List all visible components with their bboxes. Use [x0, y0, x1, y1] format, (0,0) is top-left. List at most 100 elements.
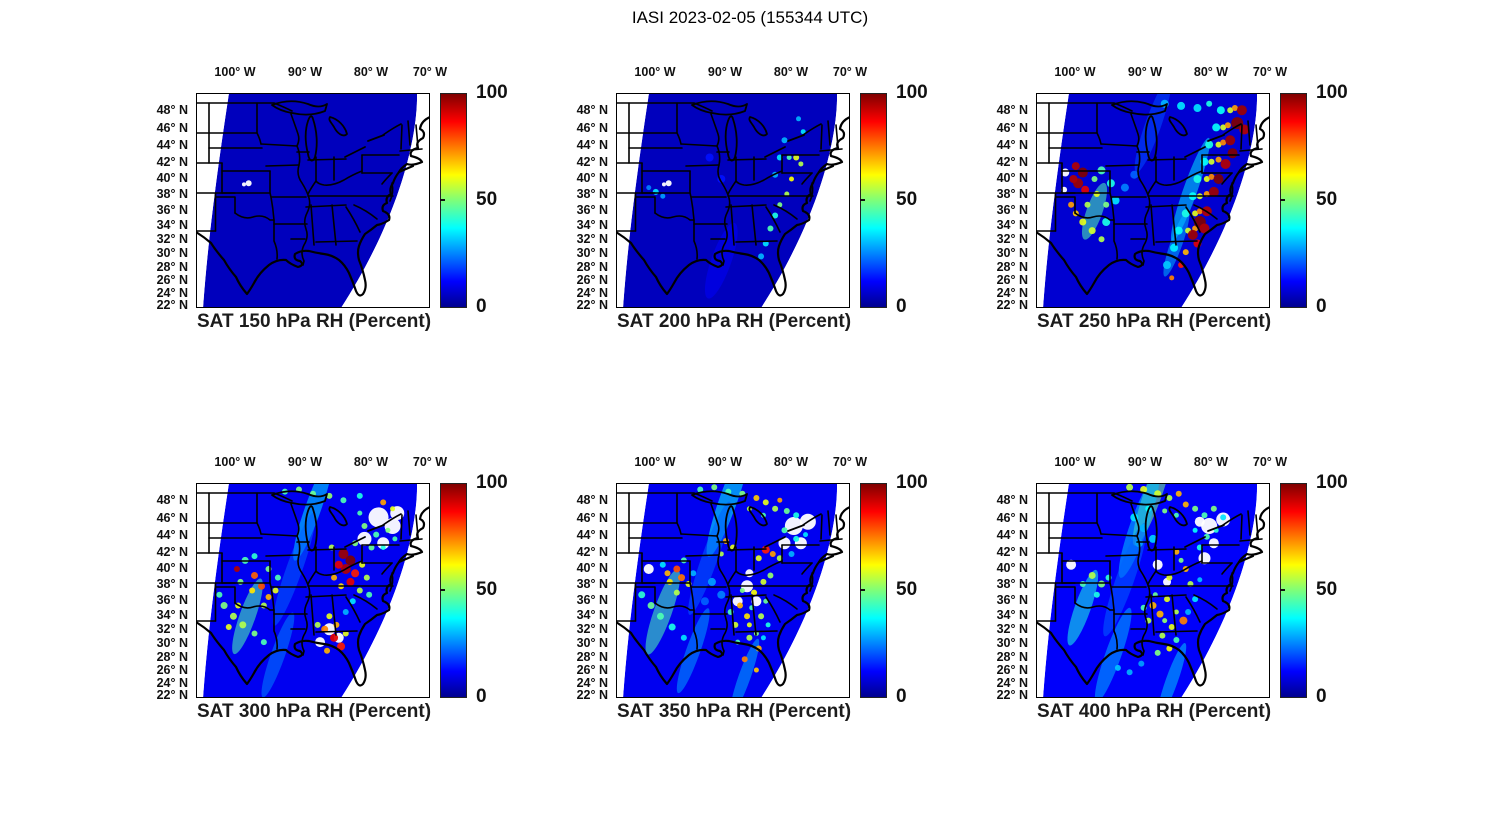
lat-tick-32: 32° N [996, 232, 1028, 246]
lat-tick-24: 24° N [576, 675, 608, 690]
colorbar-label-100: 100 [476, 472, 508, 493]
lat-tick-42: 42° N [996, 544, 1028, 559]
map-350hpa [616, 483, 850, 698]
lat-tick-28: 28° N [996, 649, 1028, 664]
colorbar-tick-50 [1280, 199, 1285, 201]
lon-tick-70: 70° W [412, 455, 448, 469]
lat-tick-44: 44° N [996, 138, 1028, 152]
lat-tick-22: 22° N [156, 298, 188, 312]
lat-tick-28: 28° N [996, 259, 1028, 274]
lat-tick-36: 36° N [996, 592, 1028, 607]
lon-tick-80: 80° W [1193, 455, 1229, 469]
lat-tick-38: 38° N [576, 577, 608, 591]
lat-tick-40: 40° N [996, 561, 1028, 576]
lat-tick-44: 44° N [156, 528, 188, 542]
colorbar-tick-50 [1280, 589, 1285, 591]
lat-tick-36: 36° N [156, 592, 188, 607]
map-150hpa [196, 93, 430, 308]
lat-tick-38: 38° N [576, 187, 608, 201]
colorbar-tick-50 [440, 199, 445, 201]
lon-tick-70: 70° W [832, 65, 868, 79]
colorbar-label-100: 100 [476, 82, 508, 103]
figure-title: IASI 2023-02-05 (155344 UTC) [631, 8, 869, 27]
panel-title-200hpa: SAT 200 hPa RH (Percent) [616, 311, 852, 332]
map-250hpa [1036, 93, 1270, 308]
colorbar-label-0: 0 [896, 296, 907, 317]
lat-tick-48: 48° N [576, 493, 608, 507]
lat-tick-24: 24° N [576, 285, 608, 300]
lat-tick-32: 32° N [156, 232, 188, 246]
lon-tick-100: 100° W [214, 65, 256, 79]
colorbar-label-0: 0 [1316, 296, 1327, 317]
lat-tick-40: 40° N [996, 171, 1028, 186]
lat-tick-42: 42° N [156, 544, 188, 559]
lat-tick-24: 24° N [996, 675, 1028, 690]
lat-tick-34: 34° N [576, 217, 608, 232]
lat-tick-38: 38° N [996, 187, 1028, 201]
lat-tick-48: 48° N [576, 103, 608, 117]
panel-title-400hpa: SAT 400 hPa RH (Percent) [1036, 701, 1272, 722]
lat-tick-30: 30° N [576, 636, 608, 651]
colorbar-label-0: 0 [1316, 686, 1327, 707]
lat-tick-38: 38° N [156, 187, 188, 201]
lat-tick-42: 42° N [576, 154, 608, 169]
lat-tick-30: 30° N [156, 246, 188, 261]
panel-title-250hpa: SAT 250 hPa RH (Percent) [1036, 311, 1272, 332]
lat-tick-42: 42° N [996, 154, 1028, 169]
lon-tick-90: 90° W [1127, 65, 1163, 79]
lon-tick-70: 70° W [1252, 455, 1288, 469]
lat-tick-28: 28° N [156, 259, 188, 274]
panel-title-300hpa: SAT 300 hPa RH (Percent) [196, 701, 432, 722]
lon-tick-100: 100° W [634, 455, 676, 469]
lon-tick-100: 100° W [634, 65, 676, 79]
lat-tick-46: 46° N [996, 510, 1028, 525]
lat-tick-36: 36° N [996, 202, 1028, 217]
lat-tick-34: 34° N [156, 607, 188, 622]
panel-title-350hpa: SAT 350 hPa RH (Percent) [616, 701, 852, 722]
lat-tick-48: 48° N [996, 103, 1028, 117]
lat-tick-48: 48° N [996, 493, 1028, 507]
colorbar-tick-50 [860, 589, 865, 591]
lat-tick-34: 34° N [156, 217, 188, 232]
colorbar-label-100: 100 [1316, 472, 1348, 493]
lat-tick-46: 46° N [996, 120, 1028, 135]
map-400hpa [1036, 483, 1270, 698]
lat-tick-46: 46° N [576, 120, 608, 135]
lon-tick-90: 90° W [287, 65, 323, 79]
lat-tick-34: 34° N [996, 217, 1028, 232]
colorbar-tick-50 [440, 589, 445, 591]
lat-tick-46: 46° N [576, 510, 608, 525]
panel-title-150hpa: SAT 150 hPa RH (Percent) [196, 311, 432, 332]
lat-tick-26: 26° N [156, 273, 188, 287]
lon-tick-70: 70° W [1252, 65, 1288, 79]
lat-tick-36: 36° N [576, 202, 608, 217]
lat-tick-22: 22° N [996, 688, 1028, 702]
lat-tick-22: 22° N [996, 298, 1028, 312]
lat-tick-40: 40° N [156, 171, 188, 186]
lat-tick-48: 48° N [156, 493, 188, 507]
lat-tick-32: 32° N [996, 622, 1028, 636]
lon-tick-70: 70° W [832, 455, 868, 469]
colorbar-label-100: 100 [1316, 82, 1348, 103]
lat-tick-30: 30° N [156, 636, 188, 651]
lat-tick-34: 34° N [576, 607, 608, 622]
colorbar-label-100: 100 [896, 82, 928, 103]
lat-tick-26: 26° N [996, 273, 1028, 287]
lat-tick-40: 40° N [576, 171, 608, 186]
lat-tick-22: 22° N [576, 688, 608, 702]
colorbar-label-0: 0 [476, 296, 487, 317]
lon-tick-80: 80° W [1193, 65, 1229, 79]
lat-tick-30: 30° N [996, 636, 1028, 651]
lat-tick-26: 26° N [996, 663, 1028, 677]
lon-tick-100: 100° W [1054, 65, 1096, 79]
lon-tick-80: 80° W [773, 65, 809, 79]
lat-tick-48: 48° N [156, 103, 188, 117]
panel-150hpa: 48° N 46° N 44° N 42° N 40° N 38° N 36° N 34° N… [136, 53, 526, 358]
lat-tick-44: 44° N [156, 138, 188, 152]
lat-tick-38: 38° N [996, 577, 1028, 591]
lat-tick-24: 24° N [156, 285, 188, 300]
panel-250hpa: 48° N 46° N 44° N 42° N 40° N 38° N 36° N 34° N… [976, 53, 1366, 358]
lon-tick-90: 90° W [707, 455, 743, 469]
lat-tick-40: 40° N [576, 561, 608, 576]
lon-tick-100: 100° W [1054, 455, 1096, 469]
